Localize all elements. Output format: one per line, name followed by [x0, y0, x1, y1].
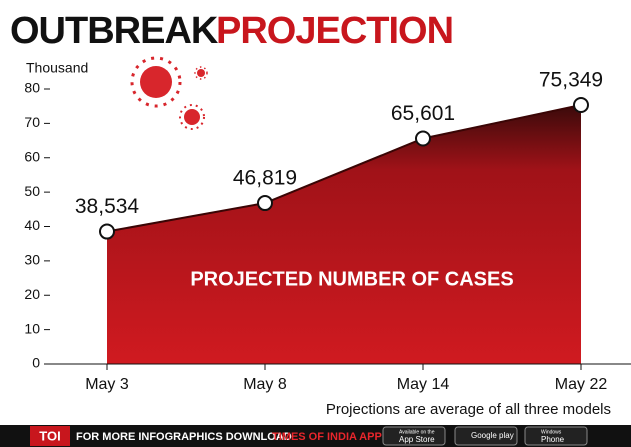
brand-box [30, 426, 70, 446]
virus-icons [130, 56, 208, 130]
y-axis-label: Thousand [26, 60, 88, 76]
footer-app: TIMES OF INDIA APP [272, 431, 382, 443]
badge-small: Windows [541, 429, 562, 435]
x-tick-label: May 8 [243, 376, 287, 393]
point [99, 223, 115, 240]
y-tick-label: 70 [24, 114, 40, 130]
footer-text: FOR MORE INFOGRAPHICS DOWNLOAD [76, 431, 292, 443]
store-badge[interactable] [454, 426, 518, 446]
y-tick-label: 0 [32, 355, 40, 371]
badge-small: Available on the [399, 429, 435, 435]
chart-title: OUTBREAK [10, 10, 219, 52]
point [257, 195, 273, 212]
area [107, 104, 581, 364]
value-label: 65,601 [391, 102, 455, 125]
point [415, 130, 431, 147]
line [106, 104, 582, 233]
store-badge[interactable] [524, 426, 588, 446]
annotation: PROJECTED NUMBER OF CASES [190, 268, 513, 290]
y-tick-label: 80 [24, 80, 40, 96]
value-label: 75,349 [539, 69, 603, 92]
point [573, 96, 589, 113]
y-tick-label: 60 [24, 148, 40, 164]
note: Projections are average of all three mod… [326, 401, 611, 418]
x-tick-label: May 14 [397, 376, 450, 393]
badge-text: Phone [541, 435, 565, 444]
badge-text: App Store [399, 435, 435, 444]
x-tick-label: May 22 [555, 376, 608, 393]
badge-text: Google play [471, 431, 514, 440]
y-tick-label: 30 [24, 252, 40, 268]
footer-brand: TOI [39, 428, 60, 443]
y-tick-label: 50 [24, 183, 40, 199]
value-label: 38,534 [75, 195, 140, 218]
x-tick-label: May 3 [85, 376, 129, 393]
store-badge[interactable] [382, 426, 446, 446]
chart-title: PROJECTION [216, 10, 453, 52]
y-tick-label: 10 [24, 320, 40, 336]
y-tick-label: 40 [24, 217, 40, 233]
value-label: 46,819 [233, 167, 297, 190]
y-tick-label: 20 [24, 286, 40, 302]
